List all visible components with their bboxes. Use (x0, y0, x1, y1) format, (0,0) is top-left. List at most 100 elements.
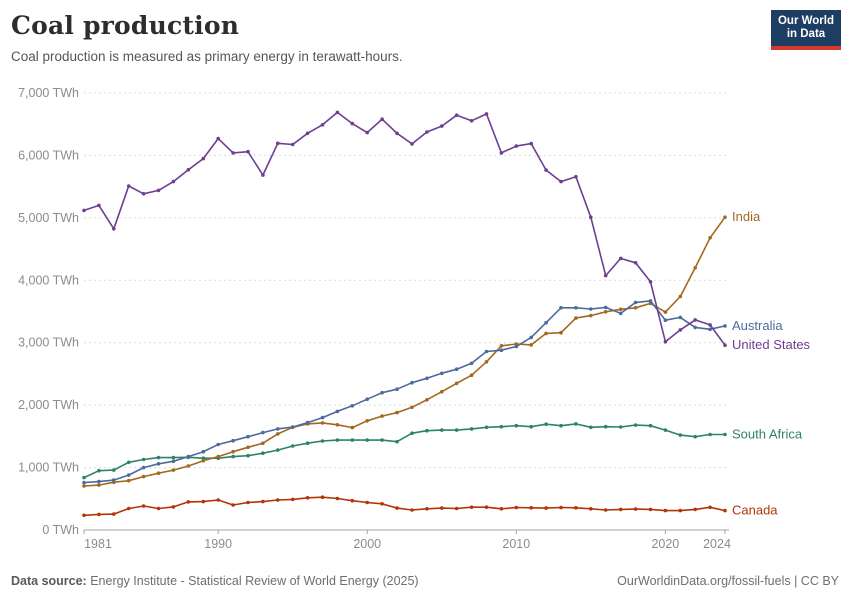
data-point (171, 468, 176, 472)
data-point (320, 415, 325, 420)
data-point (395, 410, 399, 415)
data-point (395, 387, 399, 392)
data-point (380, 117, 384, 121)
data-point (499, 348, 504, 353)
series-end-label[interactable]: India (732, 209, 761, 224)
data-point (156, 506, 161, 511)
data-point (141, 457, 146, 462)
y-tick-label: 5,000 TWh (18, 211, 79, 225)
data-point (365, 130, 370, 135)
data-point (469, 427, 474, 431)
data-point (708, 236, 712, 240)
data-point (380, 414, 384, 418)
data-point (633, 261, 638, 265)
data-point (529, 343, 533, 347)
data-point (693, 266, 697, 270)
data-point (380, 502, 384, 506)
data-point (484, 505, 489, 510)
data-point (499, 507, 504, 511)
data-point (574, 506, 578, 510)
data-point (529, 424, 533, 429)
data-point (544, 422, 548, 427)
data-point (97, 479, 101, 484)
series-end-label[interactable]: Australia (732, 318, 783, 333)
data-point (618, 507, 623, 512)
data-point (82, 208, 86, 213)
data-point (365, 500, 370, 505)
data-point (678, 508, 683, 513)
data-point (708, 432, 712, 437)
data-point (440, 371, 444, 376)
data-point (156, 462, 161, 466)
data-point (350, 498, 355, 503)
data-point (246, 149, 250, 154)
data-point (484, 349, 489, 354)
footer-link[interactable]: OurWorldinData.org/fossil-fuels | CC BY (617, 574, 839, 588)
data-point (484, 112, 489, 116)
data-point (201, 156, 206, 161)
data-point (156, 455, 161, 460)
data-point (454, 428, 459, 432)
data-point (663, 318, 668, 323)
data-point (633, 507, 638, 511)
data-point (112, 227, 116, 231)
data-point (290, 425, 295, 429)
data-point (529, 335, 533, 340)
data-point (112, 512, 116, 516)
data-point (663, 310, 668, 314)
data-point (723, 432, 727, 437)
data-point (231, 503, 235, 507)
data-point (454, 506, 459, 511)
data-point (126, 478, 131, 483)
data-point (514, 423, 519, 428)
data-point (693, 318, 697, 322)
page-title: Coal production (11, 11, 240, 40)
data-point (499, 151, 504, 155)
data-point (82, 475, 86, 480)
data-point (425, 398, 429, 402)
data-source-note: Data source: Energy Institute - Statisti… (11, 574, 419, 588)
series-india: India (82, 209, 761, 488)
data-point (663, 428, 668, 432)
y-tick-label: 6,000 TWh (18, 148, 79, 162)
data-point (440, 506, 444, 510)
footer-link-text[interactable]: OurWorldinData.org/fossil-fuels | CC BY (617, 574, 839, 588)
x-tick-label: 1990 (204, 537, 232, 551)
series-end-label[interactable]: Canada (732, 503, 778, 518)
data-point (231, 454, 235, 459)
data-source-text: Energy Institute - Statistical Review of… (86, 574, 419, 588)
chart-header: Coal production Coal production is measu… (11, 12, 760, 64)
data-point (276, 448, 280, 452)
data-point (708, 323, 712, 327)
data-point (231, 438, 235, 443)
data-point (335, 409, 340, 414)
data-point (186, 168, 191, 172)
data-point (320, 421, 325, 425)
data-point (112, 468, 116, 472)
x-tick-label: 2010 (502, 537, 530, 551)
data-point (141, 474, 146, 479)
series-end-label[interactable]: South Africa (732, 426, 803, 441)
data-point (171, 179, 176, 184)
data-point (320, 123, 325, 127)
owid-logo[interactable]: Our World in Data (771, 10, 841, 50)
data-source-label: Data source: (11, 574, 87, 588)
data-point (499, 344, 504, 348)
data-point (350, 438, 355, 442)
data-point (216, 498, 220, 502)
data-point (276, 432, 280, 436)
data-point (574, 316, 578, 320)
data-point (126, 184, 131, 188)
data-point (410, 431, 414, 436)
data-point (126, 460, 131, 465)
series-end-label[interactable]: United States (732, 337, 811, 352)
data-point (97, 468, 101, 473)
data-point (171, 455, 176, 460)
data-point (231, 449, 235, 454)
data-point (261, 441, 265, 446)
data-point (97, 483, 101, 487)
data-point (395, 506, 399, 510)
x-tick-label: 2024 (703, 537, 731, 551)
data-point (499, 424, 504, 429)
data-point (141, 504, 146, 508)
